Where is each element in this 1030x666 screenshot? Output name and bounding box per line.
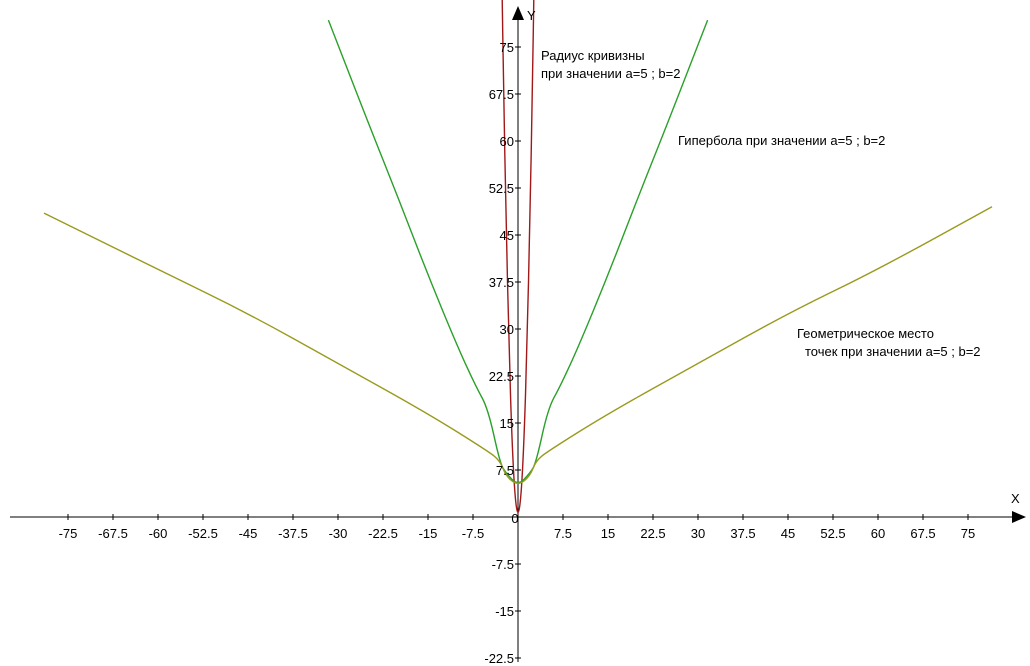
y-tick-label: 7.5 — [496, 463, 514, 478]
x-tick-label: -30 — [329, 526, 348, 541]
x-tick-label: 75 — [961, 526, 975, 541]
y-tick-label: 67.5 — [489, 87, 514, 102]
y-tick-label: 45 — [500, 228, 514, 243]
tick-labels: X Y -75 -67.5 -60 -52.5 -45 -37.5 -30 -22.5 -15 -7.… — [59, 8, 1020, 666]
radius-curve — [501, 0, 535, 513]
annotation-hyperbola: Гипербола при значении a=5 ; b=2 — [678, 133, 885, 148]
y-tick-label: 75 — [500, 40, 514, 55]
origin-label: 0 — [511, 511, 518, 526]
x-tick-label: -52.5 — [188, 526, 218, 541]
y-tick-label: 37.5 — [489, 275, 514, 290]
y-tick-label: 52.5 — [489, 181, 514, 196]
x-tick-label: 67.5 — [910, 526, 935, 541]
y-tick-label: -7.5 — [492, 557, 514, 572]
y-axis-label: Y — [527, 8, 536, 23]
annotation-locus-line2: точек при значении a=5 ; b=2 — [805, 344, 981, 359]
x-tick-label: -60 — [149, 526, 168, 541]
annotation-radius-line1: Радиус кривизны — [541, 48, 645, 63]
hyperbola-curve — [327, 19, 709, 484]
y-tick-label: 22.5 — [489, 369, 514, 384]
series-annotations: Радиус кривизны при значении a=5 ; b=2 Г… — [541, 48, 981, 359]
y-tick-label: -15 — [495, 604, 514, 619]
x-tick-label: 15 — [601, 526, 615, 541]
annotation-radius-line2: при значении a=5 ; b=2 — [541, 66, 680, 81]
x-axis-arrow — [1012, 511, 1026, 523]
x-tick-label: -15 — [419, 526, 438, 541]
x-tick-label: 52.5 — [820, 526, 845, 541]
series-group — [43, 0, 993, 513]
x-tick-label: -45 — [239, 526, 258, 541]
locus-curve — [43, 206, 993, 485]
x-tick-label: 37.5 — [730, 526, 755, 541]
x-axis-label: X — [1011, 491, 1020, 506]
y-tick-label: 15 — [500, 416, 514, 431]
x-tick-label: -75 — [59, 526, 78, 541]
annotation-locus-line1: Геометрическое место — [797, 326, 934, 341]
x-tick-label: -67.5 — [98, 526, 128, 541]
axes — [10, 6, 1026, 662]
y-tick-label: 60 — [500, 134, 514, 149]
x-tick-label: 22.5 — [640, 526, 665, 541]
y-tick-label: -22.5 — [484, 651, 514, 666]
x-tick-label: -22.5 — [368, 526, 398, 541]
x-tick-label: 30 — [691, 526, 705, 541]
x-tick-label: -7.5 — [462, 526, 484, 541]
y-axis-arrow — [512, 6, 524, 20]
x-tick-label: -37.5 — [278, 526, 308, 541]
x-tick-label: 60 — [871, 526, 885, 541]
x-tick-label: 7.5 — [554, 526, 572, 541]
x-tick-label: 45 — [781, 526, 795, 541]
y-tick-label: 30 — [500, 322, 514, 337]
